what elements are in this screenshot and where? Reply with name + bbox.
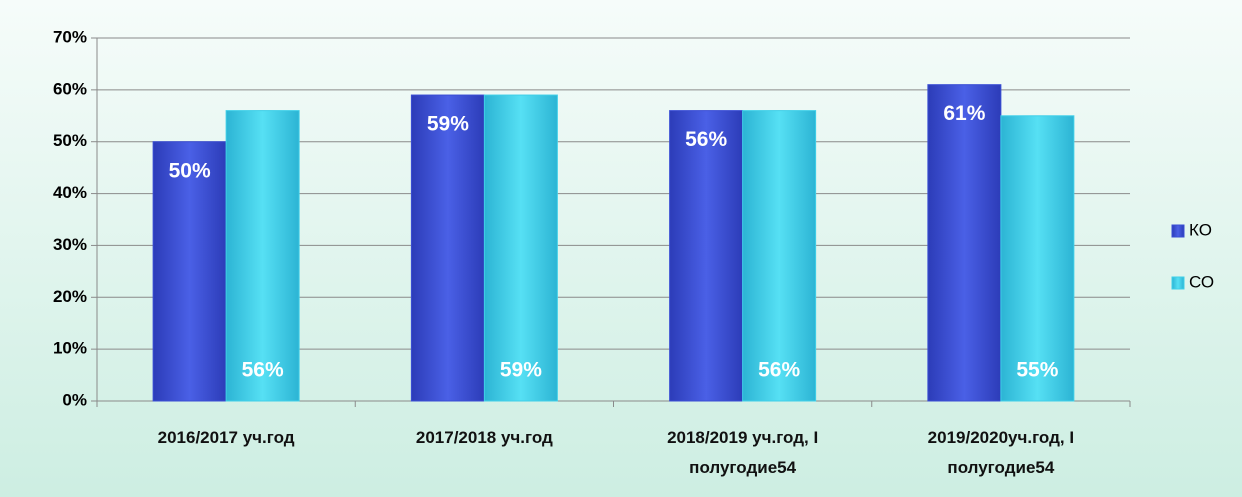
x-tick-label: 2018/2019 уч.год, I полугодие54 (667, 428, 819, 477)
x-tick-label: 2019/2020уч.год, I полугодие54 (927, 428, 1075, 477)
data-label: 56% (685, 128, 727, 151)
y-tick-label: 0% (62, 390, 87, 409)
legend-label: КО (1189, 220, 1212, 239)
bar (152, 141, 227, 402)
y-tick-label: 10% (53, 339, 87, 358)
legend-swatch (1171, 276, 1185, 290)
y-tick-label: 30% (53, 235, 87, 254)
bar (483, 94, 558, 402)
data-label: 61% (943, 102, 985, 125)
data-label: 50% (169, 159, 211, 182)
data-label: 55% (1016, 359, 1058, 382)
bar (669, 110, 744, 402)
legend-label: СО (1189, 272, 1214, 291)
bar (1000, 115, 1075, 402)
data-label: 59% (427, 113, 469, 136)
bar (927, 84, 1002, 402)
y-tick-label: 70% (53, 27, 87, 46)
data-label: 56% (758, 359, 800, 382)
y-tick-label: 50% (53, 131, 87, 150)
y-tick-label: 60% (53, 79, 87, 98)
bar (410, 94, 485, 402)
legend-swatch (1171, 224, 1185, 238)
data-label: 56% (242, 359, 284, 382)
y-tick-label: 40% (53, 183, 87, 202)
x-tick-label: 2017/2018 уч.год (415, 428, 553, 447)
y-tick-label: 20% (53, 287, 87, 306)
bar (225, 110, 300, 402)
data-label: 59% (500, 359, 542, 382)
x-tick-label: 2016/2017 уч.год (157, 428, 295, 447)
bar (742, 110, 817, 402)
